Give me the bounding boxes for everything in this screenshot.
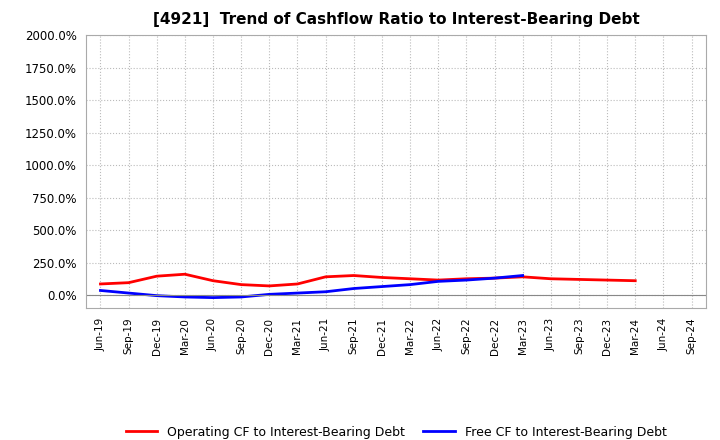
- Operating CF to Interest-Bearing Debt: [237, 282, 246, 287]
- Free CF to Interest-Bearing Debt: [462, 278, 471, 283]
- Free CF to Interest-Bearing Debt: [153, 293, 161, 298]
- Operating CF to Interest-Bearing Debt: [209, 278, 217, 283]
- Operating CF to Interest-Bearing Debt: [518, 274, 527, 279]
- Operating CF to Interest-Bearing Debt: [546, 276, 555, 282]
- Operating CF to Interest-Bearing Debt: [406, 276, 415, 282]
- Free CF to Interest-Bearing Debt: [293, 290, 302, 296]
- Line: Free CF to Interest-Bearing Debt: Free CF to Interest-Bearing Debt: [101, 275, 523, 297]
- Free CF to Interest-Bearing Debt: [209, 295, 217, 300]
- Free CF to Interest-Bearing Debt: [181, 294, 189, 300]
- Free CF to Interest-Bearing Debt: [349, 286, 358, 291]
- Operating CF to Interest-Bearing Debt: [434, 278, 443, 283]
- Operating CF to Interest-Bearing Debt: [125, 280, 133, 285]
- Operating CF to Interest-Bearing Debt: [490, 275, 499, 281]
- Free CF to Interest-Bearing Debt: [434, 279, 443, 284]
- Operating CF to Interest-Bearing Debt: [181, 271, 189, 277]
- Free CF to Interest-Bearing Debt: [518, 273, 527, 278]
- Operating CF to Interest-Bearing Debt: [575, 277, 583, 282]
- Operating CF to Interest-Bearing Debt: [96, 281, 105, 286]
- Legend: Operating CF to Interest-Bearing Debt, Free CF to Interest-Bearing Debt: Operating CF to Interest-Bearing Debt, F…: [120, 421, 672, 440]
- Line: Operating CF to Interest-Bearing Debt: Operating CF to Interest-Bearing Debt: [101, 274, 635, 286]
- Title: [4921]  Trend of Cashflow Ratio to Interest-Bearing Debt: [4921] Trend of Cashflow Ratio to Intere…: [153, 12, 639, 27]
- Operating CF to Interest-Bearing Debt: [377, 275, 386, 280]
- Free CF to Interest-Bearing Debt: [377, 284, 386, 289]
- Free CF to Interest-Bearing Debt: [265, 292, 274, 297]
- Free CF to Interest-Bearing Debt: [96, 288, 105, 293]
- Operating CF to Interest-Bearing Debt: [603, 278, 611, 283]
- Operating CF to Interest-Bearing Debt: [265, 283, 274, 289]
- Operating CF to Interest-Bearing Debt: [293, 281, 302, 286]
- Operating CF to Interest-Bearing Debt: [349, 273, 358, 278]
- Free CF to Interest-Bearing Debt: [406, 282, 415, 287]
- Free CF to Interest-Bearing Debt: [490, 275, 499, 281]
- Free CF to Interest-Bearing Debt: [237, 294, 246, 300]
- Operating CF to Interest-Bearing Debt: [321, 274, 330, 279]
- Operating CF to Interest-Bearing Debt: [153, 274, 161, 279]
- Free CF to Interest-Bearing Debt: [321, 289, 330, 294]
- Free CF to Interest-Bearing Debt: [125, 290, 133, 296]
- Operating CF to Interest-Bearing Debt: [631, 278, 639, 283]
- Operating CF to Interest-Bearing Debt: [462, 276, 471, 282]
